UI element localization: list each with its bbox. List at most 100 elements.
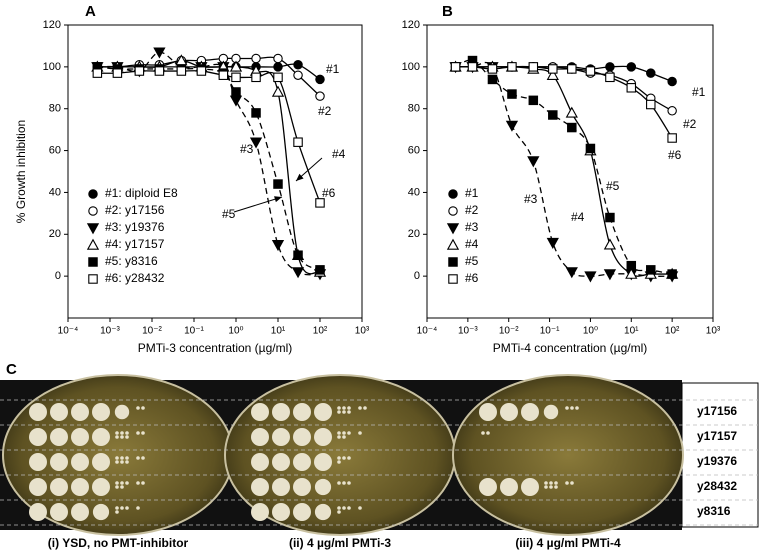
y-axis-label: % Growth inhibition (14, 120, 28, 223)
marker (92, 68, 103, 78)
colony (141, 406, 145, 410)
colony-spot (251, 503, 269, 521)
annotation: #6 (322, 186, 336, 200)
marker (626, 83, 637, 93)
colony (337, 406, 341, 410)
marker (667, 133, 677, 143)
colony (337, 431, 341, 435)
colony (554, 481, 558, 485)
marker (448, 189, 458, 199)
marker (505, 120, 519, 132)
marker (667, 76, 677, 87)
strain-label: y28432 (697, 479, 737, 493)
marker (293, 70, 303, 80)
marker (567, 122, 577, 133)
marker (218, 70, 229, 80)
colony-spot (314, 428, 332, 446)
colony-spot (293, 428, 311, 446)
marker (293, 250, 303, 260)
colony-spot (50, 453, 68, 471)
marker (112, 68, 123, 78)
colony-spot (500, 403, 518, 421)
colony (120, 456, 124, 460)
colony-spot (272, 478, 290, 496)
marker (293, 137, 303, 147)
marker (546, 237, 559, 249)
marker (605, 62, 615, 72)
x-tick-label: 10⁻⁴ (417, 326, 438, 337)
colony (115, 456, 119, 460)
y-tick-label: 80 (49, 103, 61, 115)
legend-label: #4: y17157 (105, 237, 165, 251)
colony-spot (29, 403, 47, 421)
colony-spot (293, 478, 311, 496)
colony (136, 456, 140, 460)
colony-spot (50, 428, 68, 446)
colony-spot (71, 478, 89, 496)
marker (487, 74, 498, 85)
colony-spot (521, 403, 539, 421)
x-tick-label: 10⁻¹ (184, 326, 204, 337)
x-tick-label: 10⁻³ (458, 326, 478, 337)
marker (467, 62, 478, 72)
colony (363, 406, 367, 410)
marker (487, 64, 498, 74)
marker (565, 267, 578, 279)
colony-spot (251, 453, 269, 471)
marker (196, 66, 207, 76)
annotation: #3 (524, 192, 538, 206)
marker (646, 68, 656, 78)
marker (446, 223, 460, 235)
marker (667, 106, 677, 116)
colony-spot (29, 428, 47, 446)
colony-spot (479, 478, 497, 496)
x-axis-label: PMTi-3 concentration (µg/ml) (138, 341, 293, 355)
colony-spot (272, 453, 290, 471)
colony (136, 506, 140, 510)
colony (347, 456, 351, 460)
colony-spot (314, 453, 332, 471)
y-tick-label: 20 (49, 228, 61, 240)
annotation: #4 (332, 147, 346, 161)
colony (115, 506, 119, 510)
marker (603, 238, 617, 250)
colony (565, 406, 569, 410)
colony-spot (92, 453, 110, 471)
colony-spot (50, 403, 68, 421)
colony (120, 435, 124, 439)
colony-spot (50, 478, 68, 496)
annotation: #2 (318, 104, 332, 118)
marker (251, 108, 261, 118)
x-axis-label: PMTi-4 concentration (µg/ml) (493, 341, 648, 355)
legend-label: #1: diploid E8 (105, 186, 178, 200)
marker (667, 269, 677, 279)
colony-spot (314, 503, 332, 521)
panel-label: B (442, 3, 453, 20)
y-tick-label: 40 (49, 186, 61, 198)
colony (125, 506, 129, 510)
marker (315, 91, 325, 101)
marker (625, 267, 638, 279)
marker (88, 274, 98, 284)
colony-spot (92, 403, 110, 421)
colony-spot (272, 503, 290, 521)
y-tick-label: 100 (43, 61, 61, 73)
annotation: #5 (606, 179, 620, 193)
colony (565, 481, 569, 485)
colony-spot (272, 428, 290, 446)
marker (271, 240, 285, 252)
strain-label: y8316 (697, 504, 731, 518)
legend-label: #3: y19376 (105, 220, 165, 234)
annotation: #3 (240, 142, 254, 156)
colony (358, 506, 362, 510)
fit-curve (97, 70, 321, 204)
colony (141, 456, 145, 460)
colony (337, 481, 341, 485)
colony (337, 510, 341, 514)
colony-spot (293, 503, 311, 521)
legend-label: #2 (465, 203, 479, 217)
colony (120, 481, 124, 485)
colony-spot (29, 453, 47, 471)
legend-label: #6 (465, 271, 479, 285)
